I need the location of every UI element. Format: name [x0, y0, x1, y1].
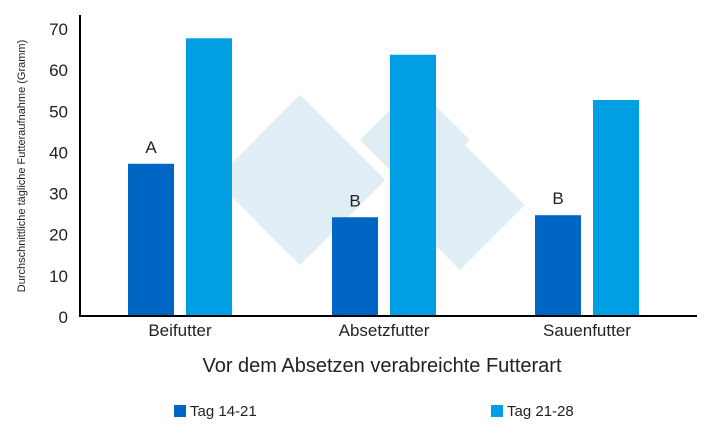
bar-sauenfutter-series-0	[535, 215, 581, 316]
significance-label: B	[552, 189, 563, 208]
x-tick-label: Beifutter	[148, 321, 212, 340]
legend-swatch-tag-14-21	[174, 405, 186, 417]
bar-absetzfutter-series-1	[390, 54, 436, 316]
y-tick-label: 30	[49, 185, 68, 204]
x-tick-label: Sauenfutter	[543, 321, 631, 340]
y-tick-label: 40	[49, 143, 68, 162]
y-tick-label: 20	[49, 226, 68, 245]
bar-sauenfutter-series-1	[593, 100, 639, 316]
legend-label-tag-14-21: Tag 14-21	[190, 403, 257, 420]
bar-absetzfutter-series-0	[332, 217, 378, 316]
bar-beifutter-series-1	[186, 38, 232, 317]
legend: Tag 14-21 Tag 21-28	[174, 403, 574, 420]
bar-beifutter-series-0	[128, 163, 174, 316]
y-tick-label: 60	[49, 61, 68, 80]
y-axis-label: Durchschnittliche tägliche Futteraufnahm…	[16, 40, 28, 292]
significance-label: B	[349, 191, 360, 210]
y-tick-label: 70	[49, 20, 68, 39]
x-axis-label: Vor dem Absetzen verabreichte Futterart	[202, 355, 562, 377]
x-tick-label: Absetzfutter	[339, 321, 430, 340]
legend-label-tag-21-28: Tag 21-28	[507, 403, 574, 420]
y-tick-label: 10	[49, 267, 68, 286]
y-tick-label: 0	[59, 308, 68, 327]
significance-label: A	[145, 138, 157, 157]
y-tick-label: 50	[49, 102, 68, 121]
legend-swatch-tag-21-28	[491, 405, 503, 417]
